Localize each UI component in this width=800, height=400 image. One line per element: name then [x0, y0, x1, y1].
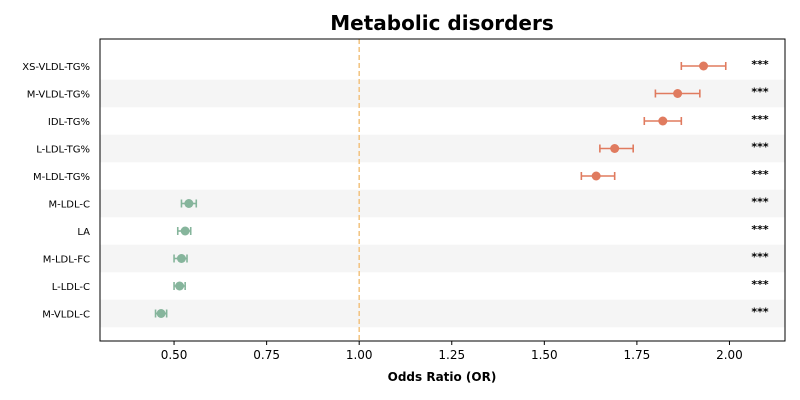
x-tick-label: 2.00	[716, 348, 743, 362]
row-band	[100, 134, 785, 163]
or-point	[610, 144, 620, 153]
or-point	[175, 281, 185, 291]
significance-labels: *** *** *** *** *** *** *** *** *** ***	[751, 58, 769, 319]
x-axis-ticks: 0.50 0.75 1.00 1.25 1.50 1.75 2.00	[161, 341, 743, 362]
x-tick-label: 1.50	[531, 348, 558, 362]
row-label: M-VLDL-C	[42, 310, 90, 321]
row-band	[100, 299, 785, 328]
x-tick-label: 0.50	[161, 348, 188, 362]
row-label: XS-VLDL-TG%	[22, 62, 90, 73]
or-point	[591, 171, 601, 181]
significance-label: ***	[751, 86, 769, 99]
significance-label: ***	[751, 113, 769, 126]
row-label: M-LDL-TG%	[33, 172, 90, 183]
x-tick-label: 0.75	[253, 348, 280, 362]
or-point	[156, 309, 166, 318]
or-point	[673, 89, 683, 98]
or-point	[176, 254, 186, 263]
row-bands	[100, 79, 785, 328]
significance-label: ***	[751, 251, 769, 264]
row-label: M-VLDL-TG%	[27, 90, 90, 101]
or-point	[184, 199, 194, 208]
row-label: IDL-TG%	[48, 117, 90, 128]
row-band	[100, 244, 785, 273]
significance-label: ***	[751, 58, 769, 71]
y-axis-labels: XS-VLDL-TG% M-VLDL-TG% IDL-TG% L-LDL-TG% M-L…	[22, 62, 90, 321]
row-label: M-LDL-C	[49, 200, 91, 211]
row-label: M-LDL-FC	[43, 255, 90, 266]
x-axis-label: Odds Ratio (OR)	[388, 370, 497, 384]
plot-frame	[99, 38, 786, 342]
row-label: L-LDL-TG%	[36, 145, 90, 156]
significance-label: ***	[751, 223, 769, 236]
row-band	[100, 189, 785, 218]
x-tick-label: 1.75	[624, 348, 651, 362]
or-point	[180, 226, 190, 236]
or-point	[699, 61, 709, 71]
or-point	[658, 116, 668, 126]
significance-label: ***	[751, 196, 769, 209]
significance-label: ***	[751, 168, 769, 181]
x-tick-label: 1.00	[346, 348, 373, 362]
significance-label: ***	[751, 278, 769, 291]
significance-label: ***	[751, 306, 769, 319]
row-label: L-LDL-C	[52, 282, 90, 293]
significance-label: ***	[751, 141, 769, 154]
chart-title: Metabolic disorders	[330, 11, 553, 35]
data-marks	[154, 61, 727, 318]
x-tick-label: 1.25	[438, 348, 465, 362]
row-label: LA	[77, 227, 90, 238]
